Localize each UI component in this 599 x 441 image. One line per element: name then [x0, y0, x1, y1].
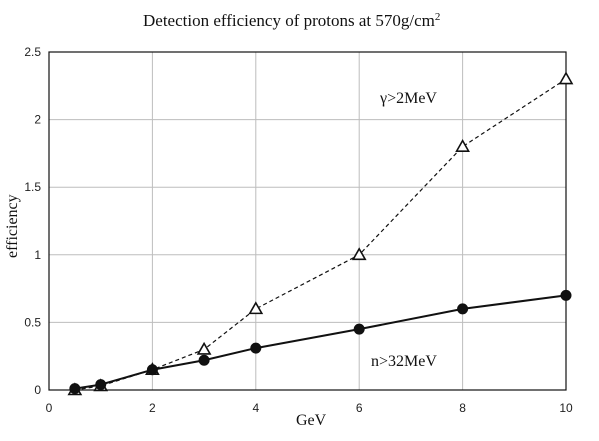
x-tick-label: 6	[356, 401, 363, 415]
data-point-circle	[250, 342, 262, 354]
y-tick-label: 2.5	[24, 45, 41, 59]
data-point-triangle	[196, 341, 212, 355]
chart-title: Detection efficiency of protons at 570g/…	[143, 11, 440, 30]
data-point-triangle	[558, 71, 574, 85]
series-label-neutron: n>32MeV	[371, 353, 437, 370]
data-point-triangle	[351, 247, 367, 261]
x-axis-label: GeV	[296, 412, 327, 429]
y-tick-label: 0	[34, 383, 41, 397]
data-point-circle	[457, 303, 469, 315]
x-tick-label: 10	[559, 401, 573, 415]
y-tick-label: 1.5	[24, 180, 41, 194]
data-point-circle	[95, 379, 107, 391]
x-tick-label: 0	[46, 401, 53, 415]
series-layer	[67, 71, 574, 396]
data-point-circle	[560, 289, 572, 301]
y-axis-label: efficiency	[4, 194, 21, 258]
tick-labels: 0 2 4 6 8 10 0 0.5 1 1.5 2 2.5	[24, 45, 573, 415]
plot-frame	[48, 51, 567, 391]
x-tick-label: 4	[252, 401, 259, 415]
data-point-circle	[146, 364, 158, 376]
data-point-circle	[198, 354, 210, 366]
y-tick-label: 0.5	[24, 315, 41, 329]
y-tick-label: 2	[34, 113, 41, 127]
series-line-1	[74, 294, 567, 390]
grid	[49, 52, 566, 390]
series-label-gamma: γ>2MeV	[379, 90, 437, 107]
x-tick-label: 8	[459, 401, 466, 415]
data-point-triangle	[248, 301, 264, 315]
series-line-0	[74, 78, 567, 391]
data-point-circle	[353, 323, 365, 335]
data-point-triangle	[455, 139, 470, 152]
x-tick-label: 2	[149, 401, 156, 415]
data-point-circle	[69, 383, 81, 395]
y-tick-label: 1	[34, 248, 41, 262]
